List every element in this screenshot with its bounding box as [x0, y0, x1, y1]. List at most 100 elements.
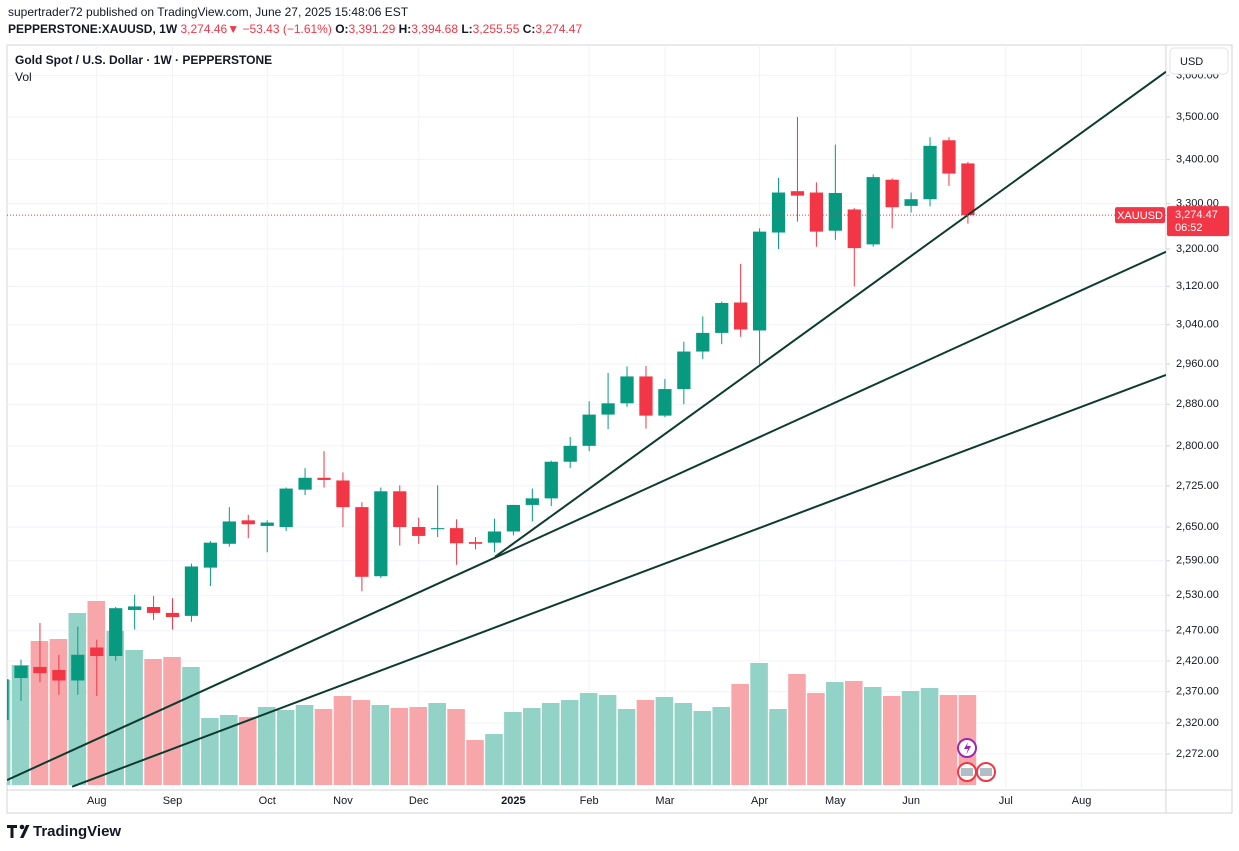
y-tick-label: 2,800.00	[1176, 440, 1219, 452]
volume-bar	[11, 665, 30, 785]
candle-body	[601, 403, 615, 415]
volume-bar	[201, 718, 219, 785]
x-tick-label: Apr	[751, 795, 768, 807]
volume-bar	[314, 709, 333, 785]
low-label: L:	[461, 22, 473, 36]
candle-body	[658, 389, 672, 416]
trend-line	[71, 373, 1166, 788]
volume-bar	[352, 700, 371, 785]
volume-bar	[901, 691, 920, 785]
candle-body	[355, 507, 369, 577]
volume-bar	[182, 667, 200, 785]
change-arrow: ▼	[227, 22, 240, 36]
high-value: 3,394.68	[411, 22, 458, 36]
x-tick-label: Dec	[409, 795, 429, 807]
candle-body	[33, 666, 47, 674]
open-label: O:	[335, 22, 349, 36]
volume-bar	[428, 703, 446, 785]
candle-body	[279, 488, 293, 528]
volume-bar	[238, 717, 257, 785]
close-label: C:	[522, 22, 536, 36]
x-tick-label: Jun	[902, 795, 920, 807]
candle-body	[393, 491, 407, 528]
candle-body	[809, 192, 824, 232]
candle-body	[734, 302, 748, 330]
volume-bar	[750, 663, 768, 785]
candle-body	[52, 670, 66, 681]
x-tick-label: Oct	[259, 795, 276, 807]
volume-label: Vol	[15, 70, 32, 84]
candle-body	[374, 491, 388, 577]
y-tick-label: 3,120.00	[1176, 280, 1219, 292]
candle-body	[771, 192, 786, 233]
volume-bar	[276, 710, 295, 785]
y-tick-label: 2,320.00	[1176, 717, 1219, 729]
candle-body	[866, 177, 880, 245]
candle-body	[468, 542, 483, 544]
volume-bar	[220, 715, 238, 785]
y-tick-label: 3,500.00	[1176, 111, 1219, 123]
volume-bar	[125, 650, 143, 785]
ohlc-line: PEPPERSTONE:XAUUSD, 1W 3,274.46▼ −53.43 …	[8, 22, 582, 36]
candle-body	[317, 477, 331, 480]
candle-body	[260, 522, 274, 526]
volume-bar	[7, 680, 11, 785]
volume-bar	[163, 657, 181, 785]
x-tick-label: Aug	[1072, 795, 1092, 807]
candle-body	[752, 231, 767, 331]
volume-bar	[863, 687, 882, 785]
volume-bar	[655, 697, 674, 785]
candle-body	[904, 199, 918, 206]
candle-body	[128, 606, 142, 610]
volume-bar	[333, 696, 352, 785]
volume-bar	[769, 709, 787, 785]
candle-body	[431, 528, 445, 530]
trend-line	[494, 70, 1166, 558]
candle-body	[146, 607, 161, 613]
y-tick-label: 2,420.00	[1176, 655, 1219, 667]
candle-body	[71, 654, 85, 681]
x-tick-label: Jul	[999, 795, 1013, 807]
candle-body	[696, 332, 710, 352]
trend-line	[7, 250, 1166, 781]
currency-box	[1169, 47, 1229, 75]
volume-bar	[144, 659, 162, 785]
volume-bar	[106, 631, 124, 785]
x-tick-label: Mar	[655, 795, 674, 807]
volume-bar	[882, 696, 901, 785]
candle-body	[165, 612, 180, 618]
candle-body	[298, 477, 312, 490]
x-tick-label: May	[825, 795, 846, 807]
candle-body	[90, 647, 104, 656]
volume-bar	[788, 674, 806, 785]
candle-body	[525, 498, 539, 505]
volume-bar	[390, 708, 409, 785]
close-value: 3,274.47	[535, 22, 583, 36]
candle-body	[847, 209, 861, 249]
brand-logo: TradingView	[7, 823, 121, 840]
candle-body	[582, 414, 596, 446]
chart-frame	[6, 44, 1233, 814]
candle-body	[923, 145, 937, 200]
candle-body	[336, 480, 350, 508]
candle-body	[203, 542, 218, 568]
open-value: 3,391.29	[348, 22, 396, 36]
volume-bar	[920, 688, 939, 785]
countdown: 06:52	[1175, 222, 1203, 234]
volume-bar	[447, 709, 465, 785]
candle-body	[563, 445, 577, 462]
y-tick-label: 2,590.00	[1176, 555, 1219, 567]
volume-bar	[845, 681, 863, 785]
y-tick-label: 3,200.00	[1176, 243, 1219, 255]
brand: TradingView	[33, 823, 121, 840]
y-tick-label: 2,470.00	[1176, 625, 1219, 637]
y-tick-label: 2,650.00	[1176, 521, 1219, 533]
low-value: 3,255.55	[472, 22, 520, 36]
volume-bar	[257, 707, 276, 785]
symbol: PEPPERSTONE:XAUUSD, 1W	[8, 22, 178, 36]
volume-bar	[693, 711, 712, 785]
candle-body	[885, 179, 899, 208]
volume-bar	[466, 740, 484, 785]
volume-bar	[579, 693, 598, 785]
currency: USD	[1180, 56, 1203, 68]
